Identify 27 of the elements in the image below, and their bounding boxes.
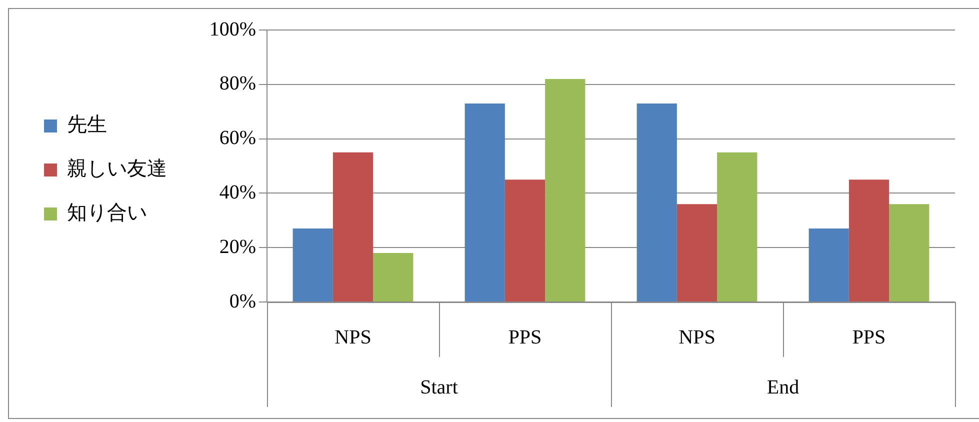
- y-tick-label: 60%: [219, 127, 256, 150]
- y-tick-label: 20%: [219, 236, 256, 258]
- bar: [676, 204, 718, 302]
- bar: [464, 103, 505, 302]
- bar: [808, 228, 849, 302]
- bar: [717, 152, 758, 302]
- text: Start: [420, 376, 458, 398]
- legend-label: 知り合い: [67, 200, 147, 224]
- x-tick-label: PPS: [508, 326, 542, 348]
- bar: [373, 253, 414, 302]
- bar: [636, 103, 677, 302]
- x-tick-label: NPS: [678, 326, 716, 348]
- y-tick-label: 0%: [229, 290, 256, 312]
- legend-label: 先生: [67, 112, 107, 136]
- bar: [504, 180, 546, 302]
- bar: [889, 204, 930, 302]
- y-tick-label: 100%: [209, 18, 256, 40]
- y-tick-label: 80%: [219, 72, 256, 95]
- text: End: [766, 376, 800, 398]
- legend-label: 親しい友達: [67, 156, 167, 180]
- x-tick-label: NPS: [334, 326, 372, 348]
- bar: [545, 78, 586, 302]
- bar: [292, 228, 333, 302]
- x-tick-label: PPS: [852, 326, 886, 348]
- bar: [848, 180, 890, 302]
- bar: [332, 152, 374, 302]
- y-tick-label: 40%: [219, 181, 256, 204]
